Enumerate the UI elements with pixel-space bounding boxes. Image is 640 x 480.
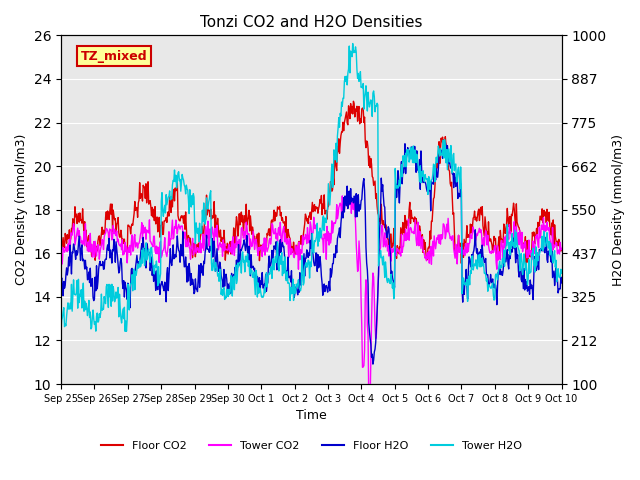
Y-axis label: H2O Density (mmol/m3): H2O Density (mmol/m3) [612,133,625,286]
Legend: Floor CO2, Tower CO2, Floor H2O, Tower H2O: Floor CO2, Tower CO2, Floor H2O, Tower H… [97,436,526,455]
Text: TZ_mixed: TZ_mixed [81,50,148,63]
Y-axis label: CO2 Density (mmol/m3): CO2 Density (mmol/m3) [15,134,28,285]
X-axis label: Time: Time [296,409,326,422]
Title: Tonzi CO2 and H2O Densities: Tonzi CO2 and H2O Densities [200,15,422,30]
